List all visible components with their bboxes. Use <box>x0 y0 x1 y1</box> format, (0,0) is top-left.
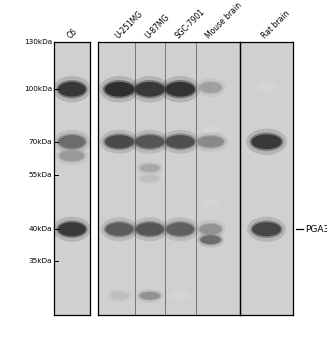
Ellipse shape <box>202 126 219 133</box>
Ellipse shape <box>56 80 88 98</box>
Ellipse shape <box>199 224 222 234</box>
Ellipse shape <box>105 223 133 236</box>
Ellipse shape <box>137 161 163 175</box>
Text: 70kDa: 70kDa <box>29 139 52 145</box>
Ellipse shape <box>58 149 86 162</box>
Ellipse shape <box>200 235 221 244</box>
Ellipse shape <box>105 82 134 97</box>
Ellipse shape <box>160 76 200 103</box>
Ellipse shape <box>103 80 136 98</box>
Ellipse shape <box>138 173 162 184</box>
Text: 130kDa: 130kDa <box>24 39 52 45</box>
Ellipse shape <box>203 200 218 206</box>
Ellipse shape <box>99 76 139 103</box>
Ellipse shape <box>133 80 166 98</box>
Ellipse shape <box>135 135 164 148</box>
Text: SGC-7901: SGC-7901 <box>174 7 207 40</box>
Ellipse shape <box>196 78 226 97</box>
Ellipse shape <box>134 221 165 238</box>
Ellipse shape <box>166 135 195 148</box>
Ellipse shape <box>255 80 278 94</box>
Ellipse shape <box>59 135 85 148</box>
Ellipse shape <box>246 128 287 155</box>
Ellipse shape <box>196 220 226 239</box>
Ellipse shape <box>164 133 196 150</box>
Ellipse shape <box>100 130 139 154</box>
Ellipse shape <box>202 199 219 207</box>
Bar <box>54 42 90 315</box>
Ellipse shape <box>196 135 225 149</box>
Text: C6: C6 <box>66 27 79 40</box>
Ellipse shape <box>198 81 223 94</box>
Ellipse shape <box>104 221 135 238</box>
Ellipse shape <box>198 136 224 147</box>
Ellipse shape <box>107 289 132 303</box>
Ellipse shape <box>164 221 196 238</box>
Ellipse shape <box>141 175 159 182</box>
Ellipse shape <box>58 222 86 236</box>
Ellipse shape <box>140 175 160 182</box>
Ellipse shape <box>103 133 135 150</box>
Ellipse shape <box>54 130 90 154</box>
Ellipse shape <box>251 134 282 149</box>
Ellipse shape <box>200 124 221 135</box>
Text: 55kDa: 55kDa <box>29 172 52 178</box>
Text: Mouse brain: Mouse brain <box>204 1 244 40</box>
Ellipse shape <box>131 217 168 241</box>
Ellipse shape <box>250 133 284 151</box>
Ellipse shape <box>136 289 164 303</box>
Ellipse shape <box>110 292 129 300</box>
Ellipse shape <box>109 291 130 301</box>
Ellipse shape <box>172 293 188 299</box>
Ellipse shape <box>105 135 134 148</box>
Text: U-87MG: U-87MG <box>144 12 171 40</box>
Ellipse shape <box>58 82 86 97</box>
Text: 35kDa: 35kDa <box>29 258 52 264</box>
Bar <box>240 42 293 315</box>
Ellipse shape <box>134 133 166 150</box>
Text: Rat brain: Rat brain <box>260 9 292 40</box>
Ellipse shape <box>199 234 222 245</box>
Ellipse shape <box>56 220 88 238</box>
Bar <box>98 42 240 315</box>
Ellipse shape <box>198 223 223 236</box>
Ellipse shape <box>162 217 199 241</box>
Ellipse shape <box>60 150 84 161</box>
Ellipse shape <box>135 82 164 97</box>
Ellipse shape <box>57 133 87 150</box>
Ellipse shape <box>171 292 189 300</box>
Ellipse shape <box>140 292 160 300</box>
Ellipse shape <box>136 223 164 236</box>
Ellipse shape <box>130 76 170 103</box>
Ellipse shape <box>200 197 221 209</box>
Text: 100kDa: 100kDa <box>24 86 52 92</box>
Ellipse shape <box>55 146 89 165</box>
Ellipse shape <box>193 132 228 152</box>
Text: U-251MG: U-251MG <box>113 9 144 40</box>
Text: 40kDa: 40kDa <box>29 226 52 232</box>
Ellipse shape <box>247 217 286 242</box>
Ellipse shape <box>166 223 194 236</box>
Ellipse shape <box>257 83 276 92</box>
Ellipse shape <box>101 217 138 241</box>
Ellipse shape <box>258 84 275 91</box>
Ellipse shape <box>165 82 195 97</box>
Ellipse shape <box>164 80 197 98</box>
Text: PGA3: PGA3 <box>305 225 327 234</box>
Ellipse shape <box>161 130 199 154</box>
Ellipse shape <box>130 130 169 154</box>
Ellipse shape <box>139 163 161 173</box>
Ellipse shape <box>169 290 191 301</box>
Ellipse shape <box>140 164 160 172</box>
Ellipse shape <box>53 76 91 103</box>
Ellipse shape <box>203 126 218 133</box>
Ellipse shape <box>250 220 283 238</box>
Ellipse shape <box>197 232 224 248</box>
Ellipse shape <box>252 222 281 236</box>
Ellipse shape <box>138 291 161 301</box>
Ellipse shape <box>53 217 91 242</box>
Ellipse shape <box>199 82 222 93</box>
